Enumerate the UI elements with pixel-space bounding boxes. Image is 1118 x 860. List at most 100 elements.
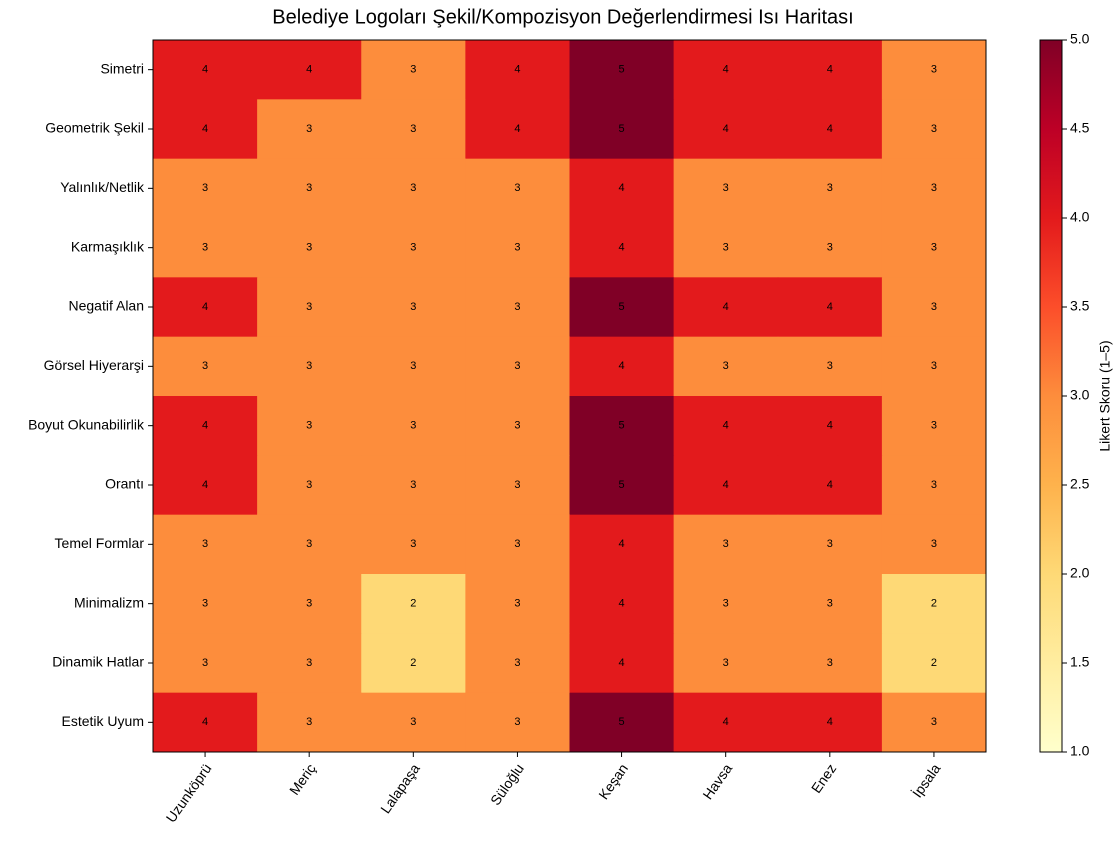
heatmap-cell (153, 277, 258, 338)
cell-label: 4 (723, 716, 729, 728)
heatmap-cell (361, 218, 466, 278)
heatmap-cell (361, 455, 466, 516)
cell-label: 3 (931, 64, 937, 76)
heatmap-cell (569, 692, 675, 753)
heatmap-cell (673, 336, 779, 397)
cell-label: 3 (410, 538, 416, 550)
heatmap-cell (881, 514, 987, 575)
cell-label: 3 (723, 598, 729, 610)
colorbar-tick-label: 5.0 (1070, 31, 1090, 47)
cell-label: 2 (931, 657, 937, 669)
colorbar (1039, 39, 1063, 753)
plot-frame (152, 39, 987, 753)
heatmap-cell (777, 396, 883, 456)
heatmap-cell (777, 40, 883, 100)
cell-label: 3 (723, 182, 729, 194)
heatmap-cell (257, 158, 362, 219)
heatmap-cell (777, 692, 883, 753)
heatmap-cell (361, 514, 466, 575)
x-tick-label: İpsala (908, 760, 943, 801)
cell-label: 3 (514, 242, 520, 254)
cell-label: 3 (410, 123, 416, 135)
colorbar-tick-label: 4.5 (1070, 120, 1090, 136)
cell-label: 3 (306, 657, 312, 669)
cell-label: 3 (931, 301, 937, 313)
x-tick-label: Uzunköprü (163, 761, 215, 826)
y-tick-label: Orantı (105, 476, 144, 492)
cell-label: 2 (931, 598, 937, 610)
heatmap-cell (257, 277, 362, 338)
heatmap-cell (153, 218, 258, 278)
heatmap-cell (569, 336, 675, 397)
cell-label: 4 (202, 479, 208, 491)
heatmap-cell (153, 633, 258, 694)
chart-title: Belediye Logoları Şekil/Kompozisyon Değe… (272, 6, 853, 28)
heatmap-cell (465, 158, 570, 219)
cell-label: 3 (306, 420, 312, 432)
heatmap-cell (465, 336, 570, 397)
cell-label: 4 (202, 420, 208, 432)
heatmap-cell (153, 574, 258, 634)
y-tick-label: Karmaşıklık (71, 238, 145, 254)
heatmap-cell (673, 455, 779, 516)
heatmap-cell (569, 218, 675, 278)
cell-label: 4 (619, 598, 625, 610)
heatmap-cell (881, 633, 987, 694)
cell-label: 3 (202, 657, 208, 669)
cell-label: 3 (410, 64, 416, 76)
cell-label: 4 (723, 123, 729, 135)
heatmap-cell (361, 158, 466, 219)
heatmap-cell (569, 574, 675, 634)
cell-label: 3 (306, 123, 312, 135)
cell-label: 4 (202, 301, 208, 313)
heatmap-cell (361, 277, 466, 338)
heatmap-cell (257, 455, 362, 516)
cell-label: 3 (202, 242, 208, 254)
heatmap-cell (153, 99, 258, 160)
cell-label: 3 (827, 242, 833, 254)
cell-label: 3 (306, 716, 312, 728)
cell-label: 5 (619, 716, 625, 728)
heatmap-cell (257, 218, 362, 278)
heatmap-cell (881, 158, 987, 219)
heatmap-cell (881, 277, 987, 338)
heatmap-cell (881, 574, 987, 634)
cell-label: 3 (410, 420, 416, 432)
heatmap-cell (465, 277, 570, 338)
heatmap-cell (465, 692, 570, 753)
cell-label: 3 (723, 242, 729, 254)
cell-label: 3 (931, 538, 937, 550)
heatmap-cell (777, 574, 883, 634)
heatmap-cell (569, 455, 675, 516)
colorbar-tick-label: 2.5 (1070, 476, 1090, 492)
cell-label: 4 (827, 420, 833, 432)
heatmap-cell (465, 218, 570, 278)
heatmap-cell (673, 99, 779, 160)
heatmap-cell (257, 514, 362, 575)
cell-label: 3 (410, 301, 416, 313)
cell-label: 3 (306, 182, 312, 194)
heatmap-cell (777, 99, 883, 160)
cell-label: 3 (306, 598, 312, 610)
colorbar-tick-label: 3.5 (1070, 298, 1090, 314)
heatmap-cell (361, 336, 466, 397)
cell-label: 3 (931, 360, 937, 372)
cell-label: 3 (723, 360, 729, 372)
heatmap-cell (673, 574, 779, 634)
cell-label: 4 (514, 123, 520, 135)
heatmap-cell (881, 336, 987, 397)
heatmap-cell (673, 277, 779, 338)
heatmap-cell (153, 40, 258, 100)
cell-label: 5 (619, 123, 625, 135)
heatmap-cell (569, 99, 675, 160)
heatmap-cell (153, 158, 258, 219)
cell-label: 3 (514, 360, 520, 372)
heatmap-cell (569, 514, 675, 575)
cell-label: 3 (306, 301, 312, 313)
cell-label: 5 (619, 64, 625, 76)
heatmap-cell (361, 574, 466, 634)
cell-label: 3 (827, 657, 833, 669)
cell-label: 4 (723, 479, 729, 491)
cell-label: 3 (410, 182, 416, 194)
cell-label: 3 (514, 716, 520, 728)
